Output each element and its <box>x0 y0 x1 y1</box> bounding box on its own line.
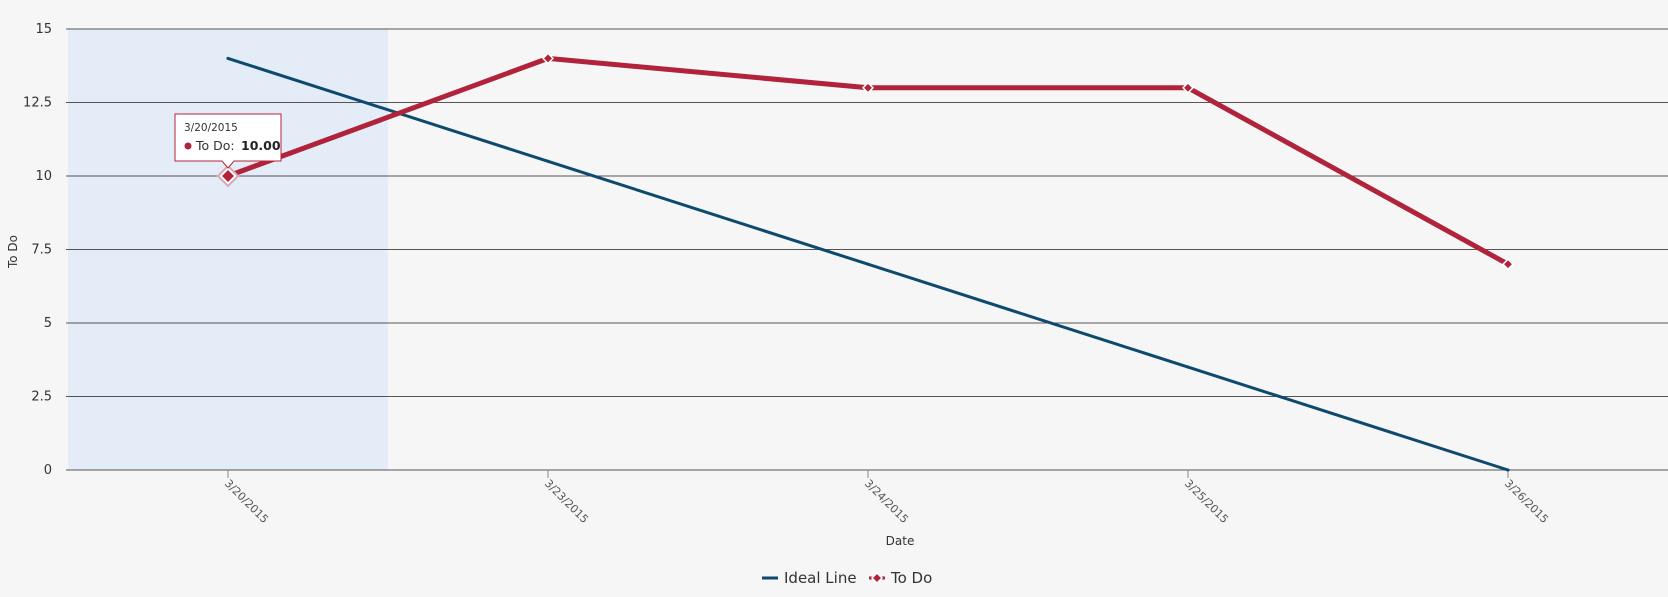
data-point[interactable] <box>866 262 870 266</box>
data-point[interactable] <box>219 167 237 185</box>
data-point[interactable] <box>1186 365 1190 369</box>
tooltip: 3/20/2015 To Do: 10.00 <box>174 113 282 169</box>
y-tick-label: 12.5 <box>23 96 52 111</box>
y-tick-label: 0 <box>44 463 52 478</box>
y-tick-label: 15 <box>35 22 52 37</box>
y-axis-title: To Do <box>6 235 20 269</box>
x-tick-label: 3/23/2015 <box>542 477 591 526</box>
tooltip-series-dot <box>184 142 192 150</box>
x-axis-title: Date <box>886 534 915 548</box>
legend-label: Ideal Line <box>784 569 857 587</box>
x-tick-label: 3/20/2015 <box>222 477 271 526</box>
x-tick-label: 3/24/2015 <box>862 477 911 526</box>
y-tick-label: 2.5 <box>31 390 52 405</box>
y-tick-label: 5 <box>44 316 52 331</box>
tooltip-label: To Do: <box>195 138 235 153</box>
data-point[interactable] <box>1506 468 1510 472</box>
tooltip-box <box>174 113 282 169</box>
x-tick-label: 3/25/2015 <box>1182 477 1231 526</box>
legend-label: To Do <box>890 569 932 587</box>
data-point[interactable] <box>226 56 230 60</box>
data-point[interactable] <box>541 52 555 65</box>
tooltip-value: 10.00 <box>241 138 281 153</box>
data-point[interactable] <box>1181 81 1195 94</box>
data-point[interactable] <box>1501 258 1515 271</box>
y-tick-label: 7.5 <box>31 243 52 258</box>
tooltip-date: 3/20/2015 <box>184 122 238 134</box>
data-point[interactable] <box>546 159 550 163</box>
legend-item-ideal-line[interactable]: Ideal Line <box>762 569 857 587</box>
legend-item-to-do[interactable]: To Do <box>869 569 932 587</box>
x-tick-label: 3/26/2015 <box>1502 477 1551 526</box>
y-tick-label: 10 <box>35 169 52 184</box>
legend-symbol-marker <box>870 571 884 585</box>
data-point[interactable] <box>861 81 875 94</box>
